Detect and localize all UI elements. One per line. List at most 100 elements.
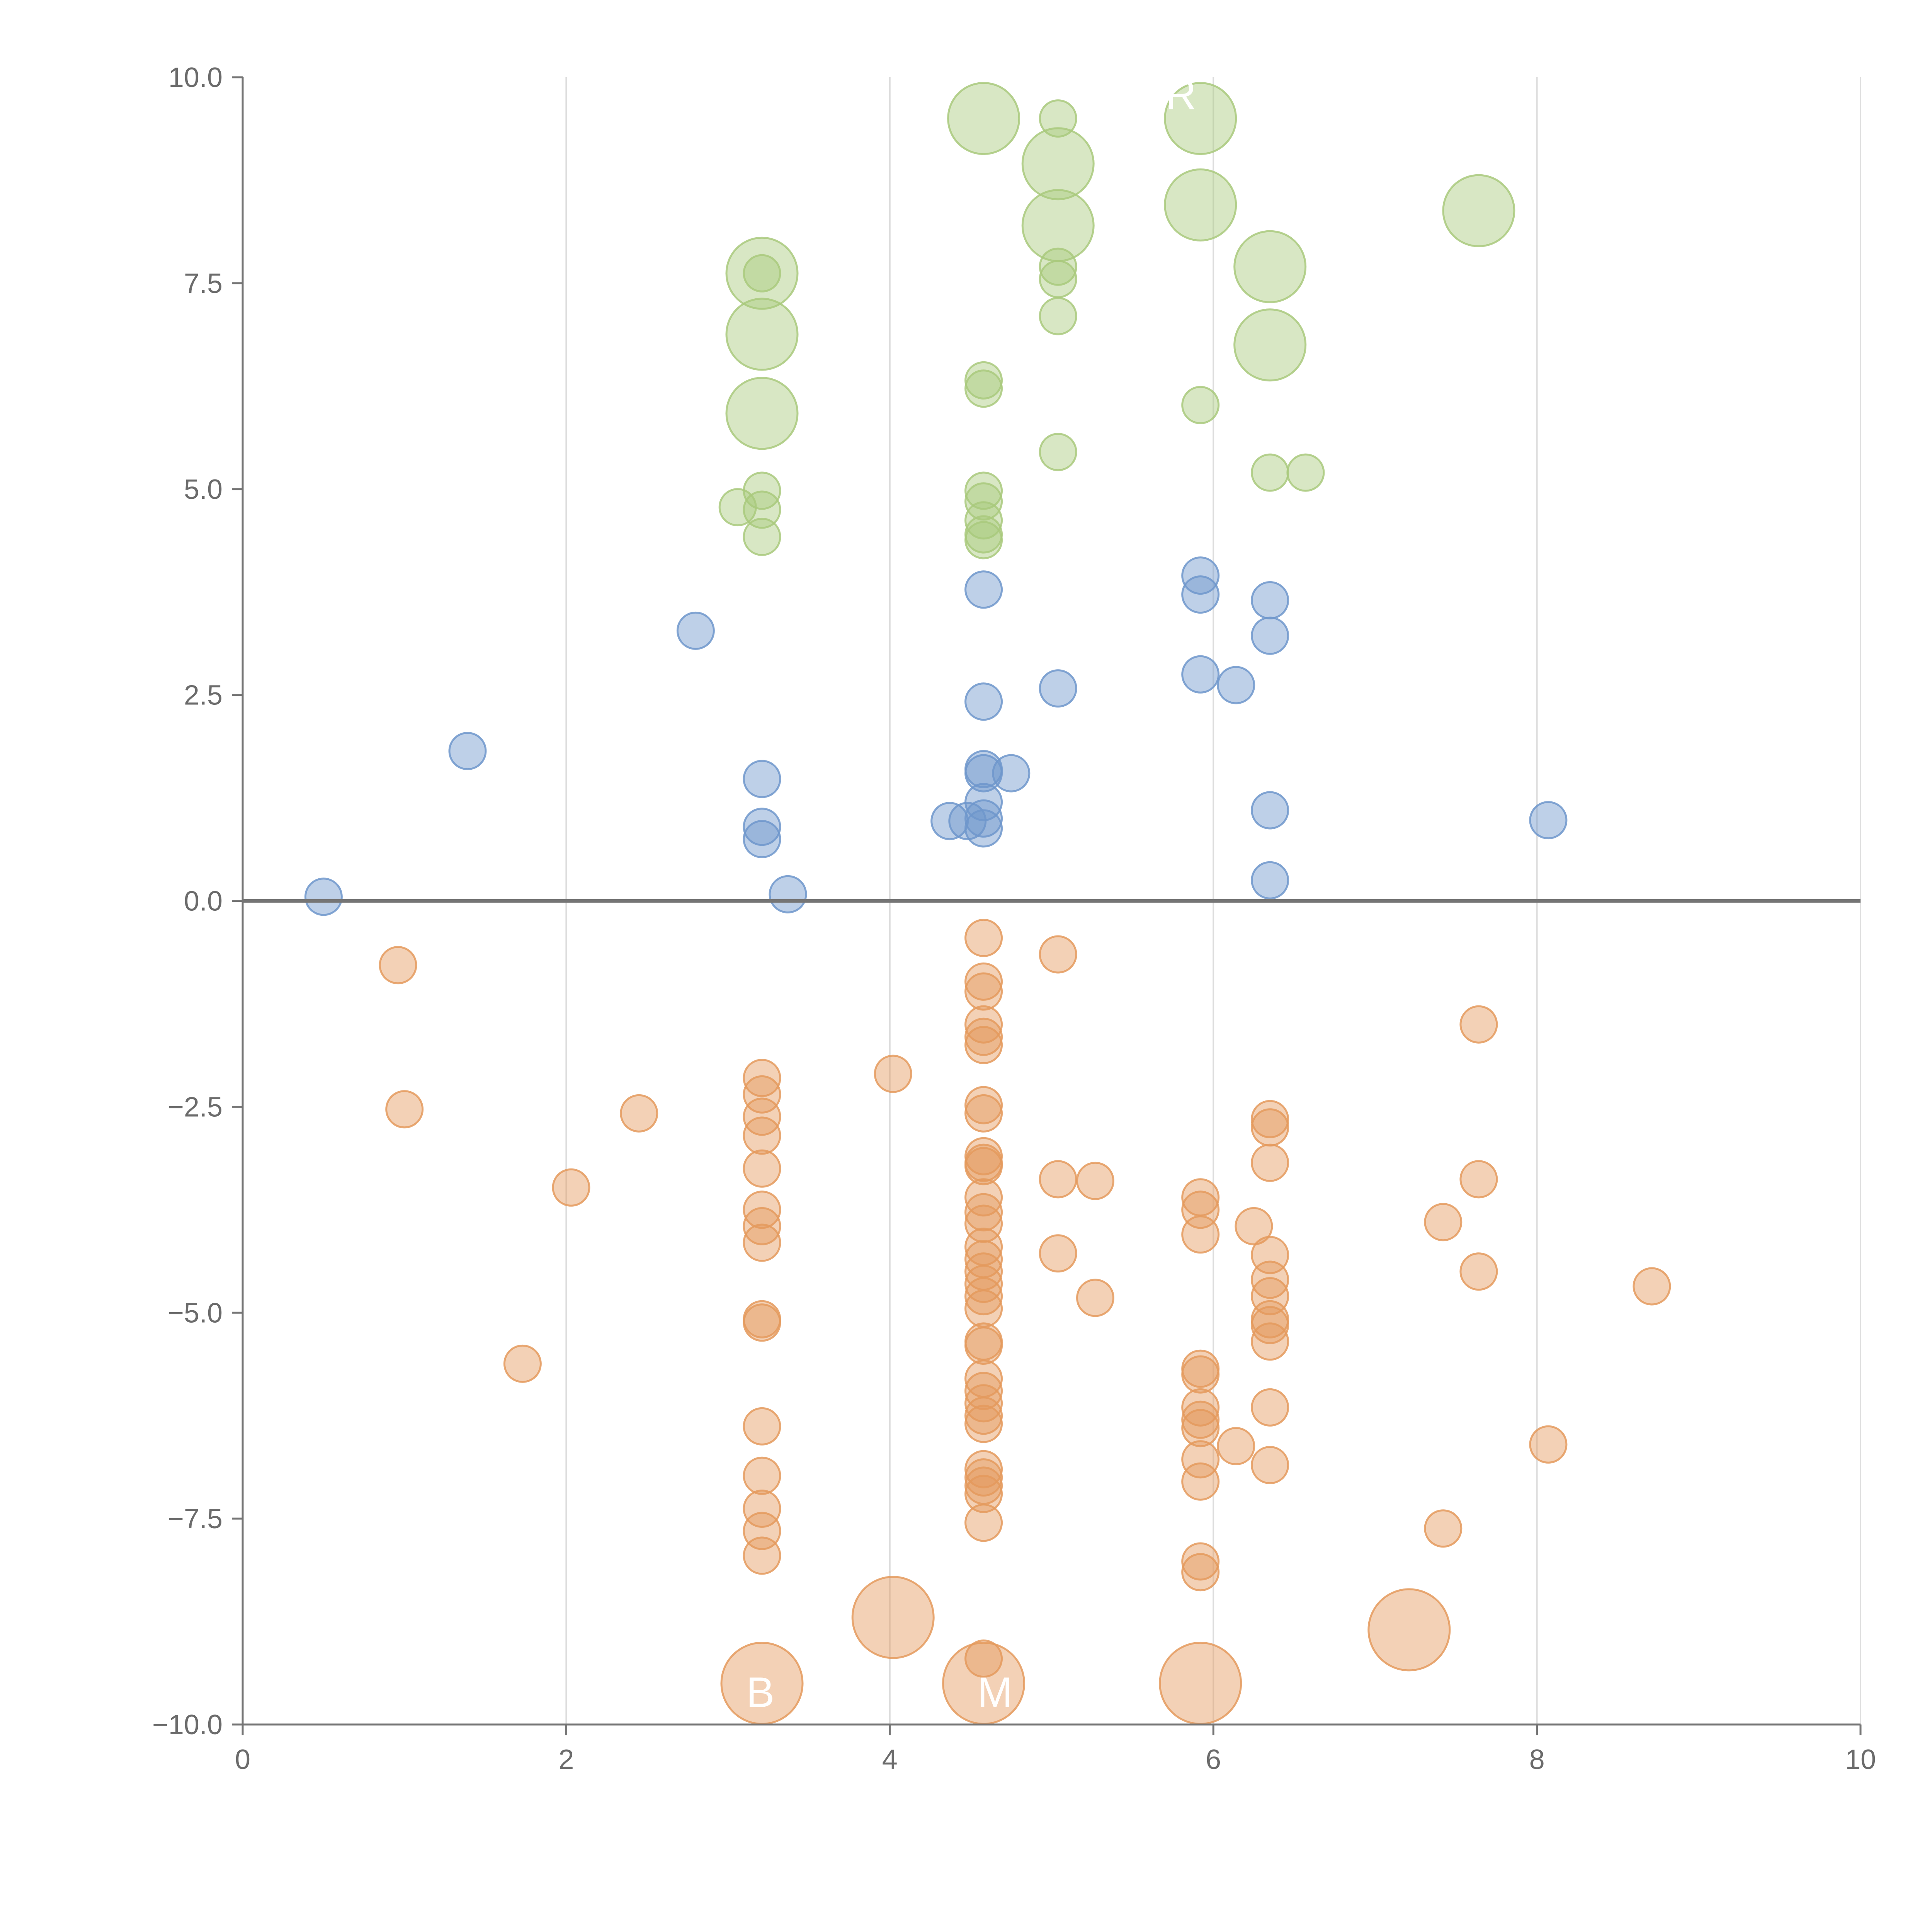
data-point	[964, 521, 1003, 560]
data-point	[1251, 1322, 1289, 1361]
data-point	[964, 1639, 1003, 1678]
data-point	[552, 1168, 590, 1207]
data-point	[743, 1190, 781, 1229]
data-point	[385, 1090, 424, 1129]
data-point	[964, 501, 1003, 540]
data-point	[1039, 99, 1077, 138]
data-point	[620, 1094, 658, 1133]
data-point	[743, 1303, 781, 1342]
data-point	[964, 1384, 1003, 1423]
data-point	[964, 1327, 1003, 1365]
data-point	[448, 732, 487, 770]
data-point	[964, 1094, 1003, 1133]
y-tick-label: −7.5	[168, 1503, 223, 1534]
x-tick-label: 4	[882, 1744, 898, 1775]
y-tick-label: 7.5	[184, 268, 223, 299]
data-point	[743, 1223, 781, 1262]
data-point	[743, 1059, 781, 1097]
data-point	[743, 1536, 781, 1575]
y-tick-label: 0.0	[184, 886, 223, 917]
data-point	[1424, 1203, 1463, 1242]
data-point	[1181, 655, 1220, 694]
data-point	[1181, 1400, 1220, 1439]
data-point	[1039, 669, 1077, 708]
x-tick-label: 6	[1206, 1744, 1221, 1775]
data-point	[964, 1178, 1003, 1217]
data-point	[1217, 666, 1255, 704]
data-point	[964, 1396, 1003, 1435]
data-point	[1039, 433, 1077, 471]
data-point	[964, 1503, 1003, 1542]
data-point	[1367, 1588, 1451, 1672]
data-point	[743, 1490, 781, 1528]
data-point	[948, 802, 987, 840]
data-point	[964, 918, 1003, 957]
data-point	[1039, 935, 1077, 974]
data-point	[718, 488, 757, 527]
data-point	[964, 1458, 1003, 1497]
data-point	[1039, 247, 1077, 286]
data-point	[743, 1075, 781, 1114]
data-point	[743, 820, 781, 859]
data-point	[964, 369, 1003, 408]
data-point	[964, 1405, 1003, 1443]
data-point	[743, 1149, 781, 1188]
bubble-layer	[304, 82, 1671, 1725]
annotation-label: R	[1166, 71, 1196, 119]
data-point	[1251, 1388, 1289, 1427]
data-point	[1181, 575, 1220, 614]
data-point	[964, 754, 1003, 793]
annotation-label: M	[977, 1669, 1013, 1716]
data-point	[1251, 1277, 1289, 1316]
data-point	[992, 754, 1031, 793]
y-tick-label: −10.0	[152, 1709, 223, 1740]
y-tick-label: −2.5	[168, 1092, 223, 1122]
data-point	[1251, 1306, 1289, 1344]
data-point	[1181, 1215, 1220, 1254]
data-point	[743, 1407, 781, 1446]
data-point	[676, 611, 715, 650]
y-tick-label: 5.0	[184, 474, 223, 505]
x-tick-label: 8	[1529, 1744, 1545, 1775]
data-point	[1529, 1425, 1568, 1464]
data-point	[1529, 801, 1568, 840]
data-point	[743, 254, 781, 293]
data-point	[851, 1576, 935, 1659]
y-tick-label: −5.0	[168, 1298, 223, 1328]
data-point	[964, 1017, 1003, 1056]
data-point	[964, 1475, 1003, 1513]
data-point	[1076, 1279, 1114, 1317]
data-point	[964, 570, 1003, 609]
data-point	[1159, 1641, 1242, 1725]
data-point	[1459, 1005, 1498, 1044]
data-point	[1235, 1207, 1273, 1245]
data-point	[1251, 453, 1289, 492]
data-point	[1181, 1462, 1220, 1501]
data-point	[503, 1344, 542, 1383]
x-tick-label: 0	[235, 1744, 250, 1775]
data-point	[743, 1116, 781, 1155]
data-point	[743, 760, 781, 798]
data-point	[1233, 230, 1307, 303]
data-point	[743, 808, 781, 846]
data-point	[725, 236, 799, 310]
data-point	[1164, 82, 1237, 155]
data-point	[1181, 386, 1220, 424]
data-point	[725, 377, 799, 450]
data-point	[964, 1289, 1003, 1328]
data-point	[1424, 1509, 1463, 1548]
data-point	[1039, 1160, 1077, 1199]
data-point	[1164, 168, 1237, 242]
data-point	[1251, 791, 1289, 830]
data-point	[964, 1086, 1003, 1124]
annotations: R B M	[746, 71, 1196, 1716]
data-point	[1181, 1542, 1220, 1581]
data-point	[743, 1456, 781, 1495]
data-point	[1251, 1108, 1289, 1147]
data-point	[1459, 1160, 1498, 1199]
data-point	[1181, 1355, 1220, 1394]
data-point	[725, 298, 799, 371]
data-point	[1251, 616, 1289, 655]
data-point	[874, 1054, 912, 1093]
